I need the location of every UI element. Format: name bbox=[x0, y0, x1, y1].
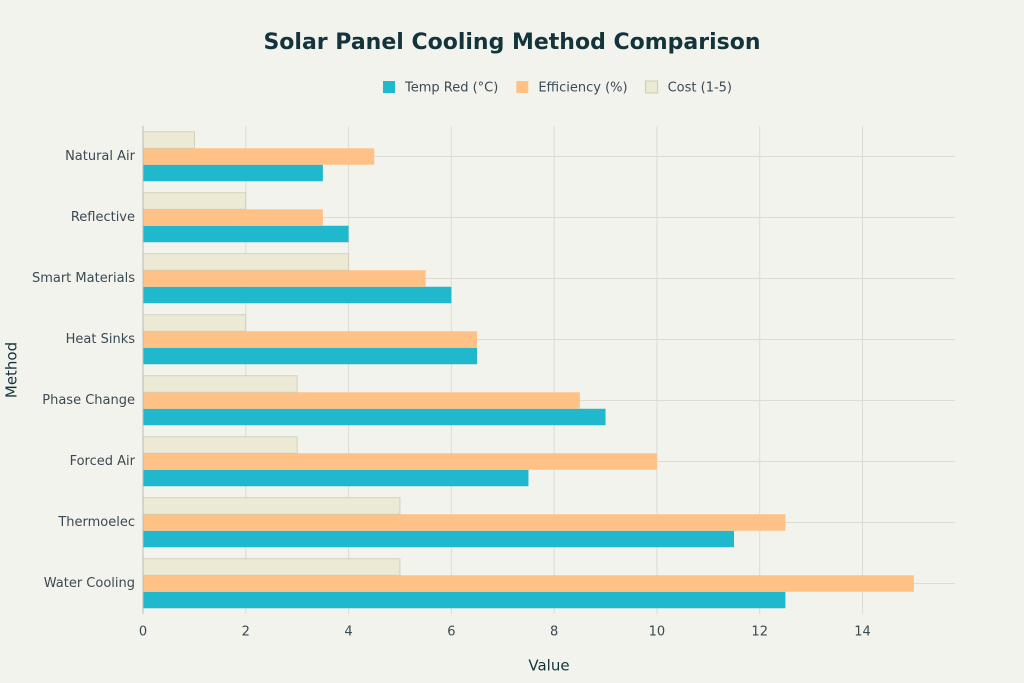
bar bbox=[143, 575, 914, 592]
legend-swatch bbox=[383, 81, 395, 93]
x-tick-label: 6 bbox=[447, 625, 455, 640]
bar bbox=[142, 375, 298, 393]
bar bbox=[143, 514, 786, 531]
bar bbox=[142, 314, 247, 332]
bar bbox=[142, 436, 298, 454]
x-tick-label: 12 bbox=[751, 625, 768, 640]
bar bbox=[143, 164, 323, 182]
bar bbox=[142, 253, 349, 271]
bar bbox=[143, 591, 786, 609]
bar bbox=[143, 270, 426, 287]
bar bbox=[142, 131, 195, 149]
x-axis-title: Value bbox=[528, 657, 569, 675]
y-tick-label: Smart Materials bbox=[32, 271, 135, 286]
bar bbox=[143, 469, 529, 487]
x-tick-label: 4 bbox=[344, 625, 352, 640]
y-tick-label: Forced Air bbox=[70, 454, 136, 469]
legend-swatch bbox=[645, 80, 659, 94]
x-tick-label: 14 bbox=[854, 625, 871, 640]
x-tick-label: 8 bbox=[550, 625, 558, 640]
bar bbox=[143, 347, 478, 365]
bar bbox=[142, 497, 401, 515]
y-tick-label: Natural Air bbox=[65, 149, 136, 164]
y-tick-label: Heat Sinks bbox=[66, 332, 136, 347]
bar bbox=[143, 148, 375, 165]
bar bbox=[142, 192, 247, 210]
bar bbox=[143, 408, 606, 426]
legend-label: Cost (1-5) bbox=[668, 81, 732, 96]
legend-swatch bbox=[516, 81, 529, 93]
bar bbox=[143, 453, 657, 470]
bar bbox=[143, 331, 478, 348]
y-axis-title: Method bbox=[3, 342, 21, 398]
legend-label: Efficiency (%) bbox=[538, 81, 627, 96]
bar bbox=[143, 225, 349, 243]
bar bbox=[143, 530, 735, 548]
y-tick-label: Reflective bbox=[71, 210, 135, 225]
bar bbox=[143, 209, 323, 226]
x-tick-label: 0 bbox=[139, 625, 147, 640]
x-tick-label: 2 bbox=[242, 625, 250, 640]
chart-title: Solar Panel Cooling Method Comparison bbox=[263, 30, 760, 55]
bar bbox=[143, 286, 452, 304]
bar bbox=[142, 558, 401, 576]
bar bbox=[143, 392, 580, 409]
x-tick-label: 10 bbox=[649, 625, 666, 640]
legend-label: Temp Red (°C) bbox=[404, 81, 498, 96]
y-tick-label: Water Cooling bbox=[44, 576, 135, 591]
y-tick-label: Phase Change bbox=[42, 393, 135, 408]
y-tick-label: Thermoelec bbox=[57, 515, 135, 530]
